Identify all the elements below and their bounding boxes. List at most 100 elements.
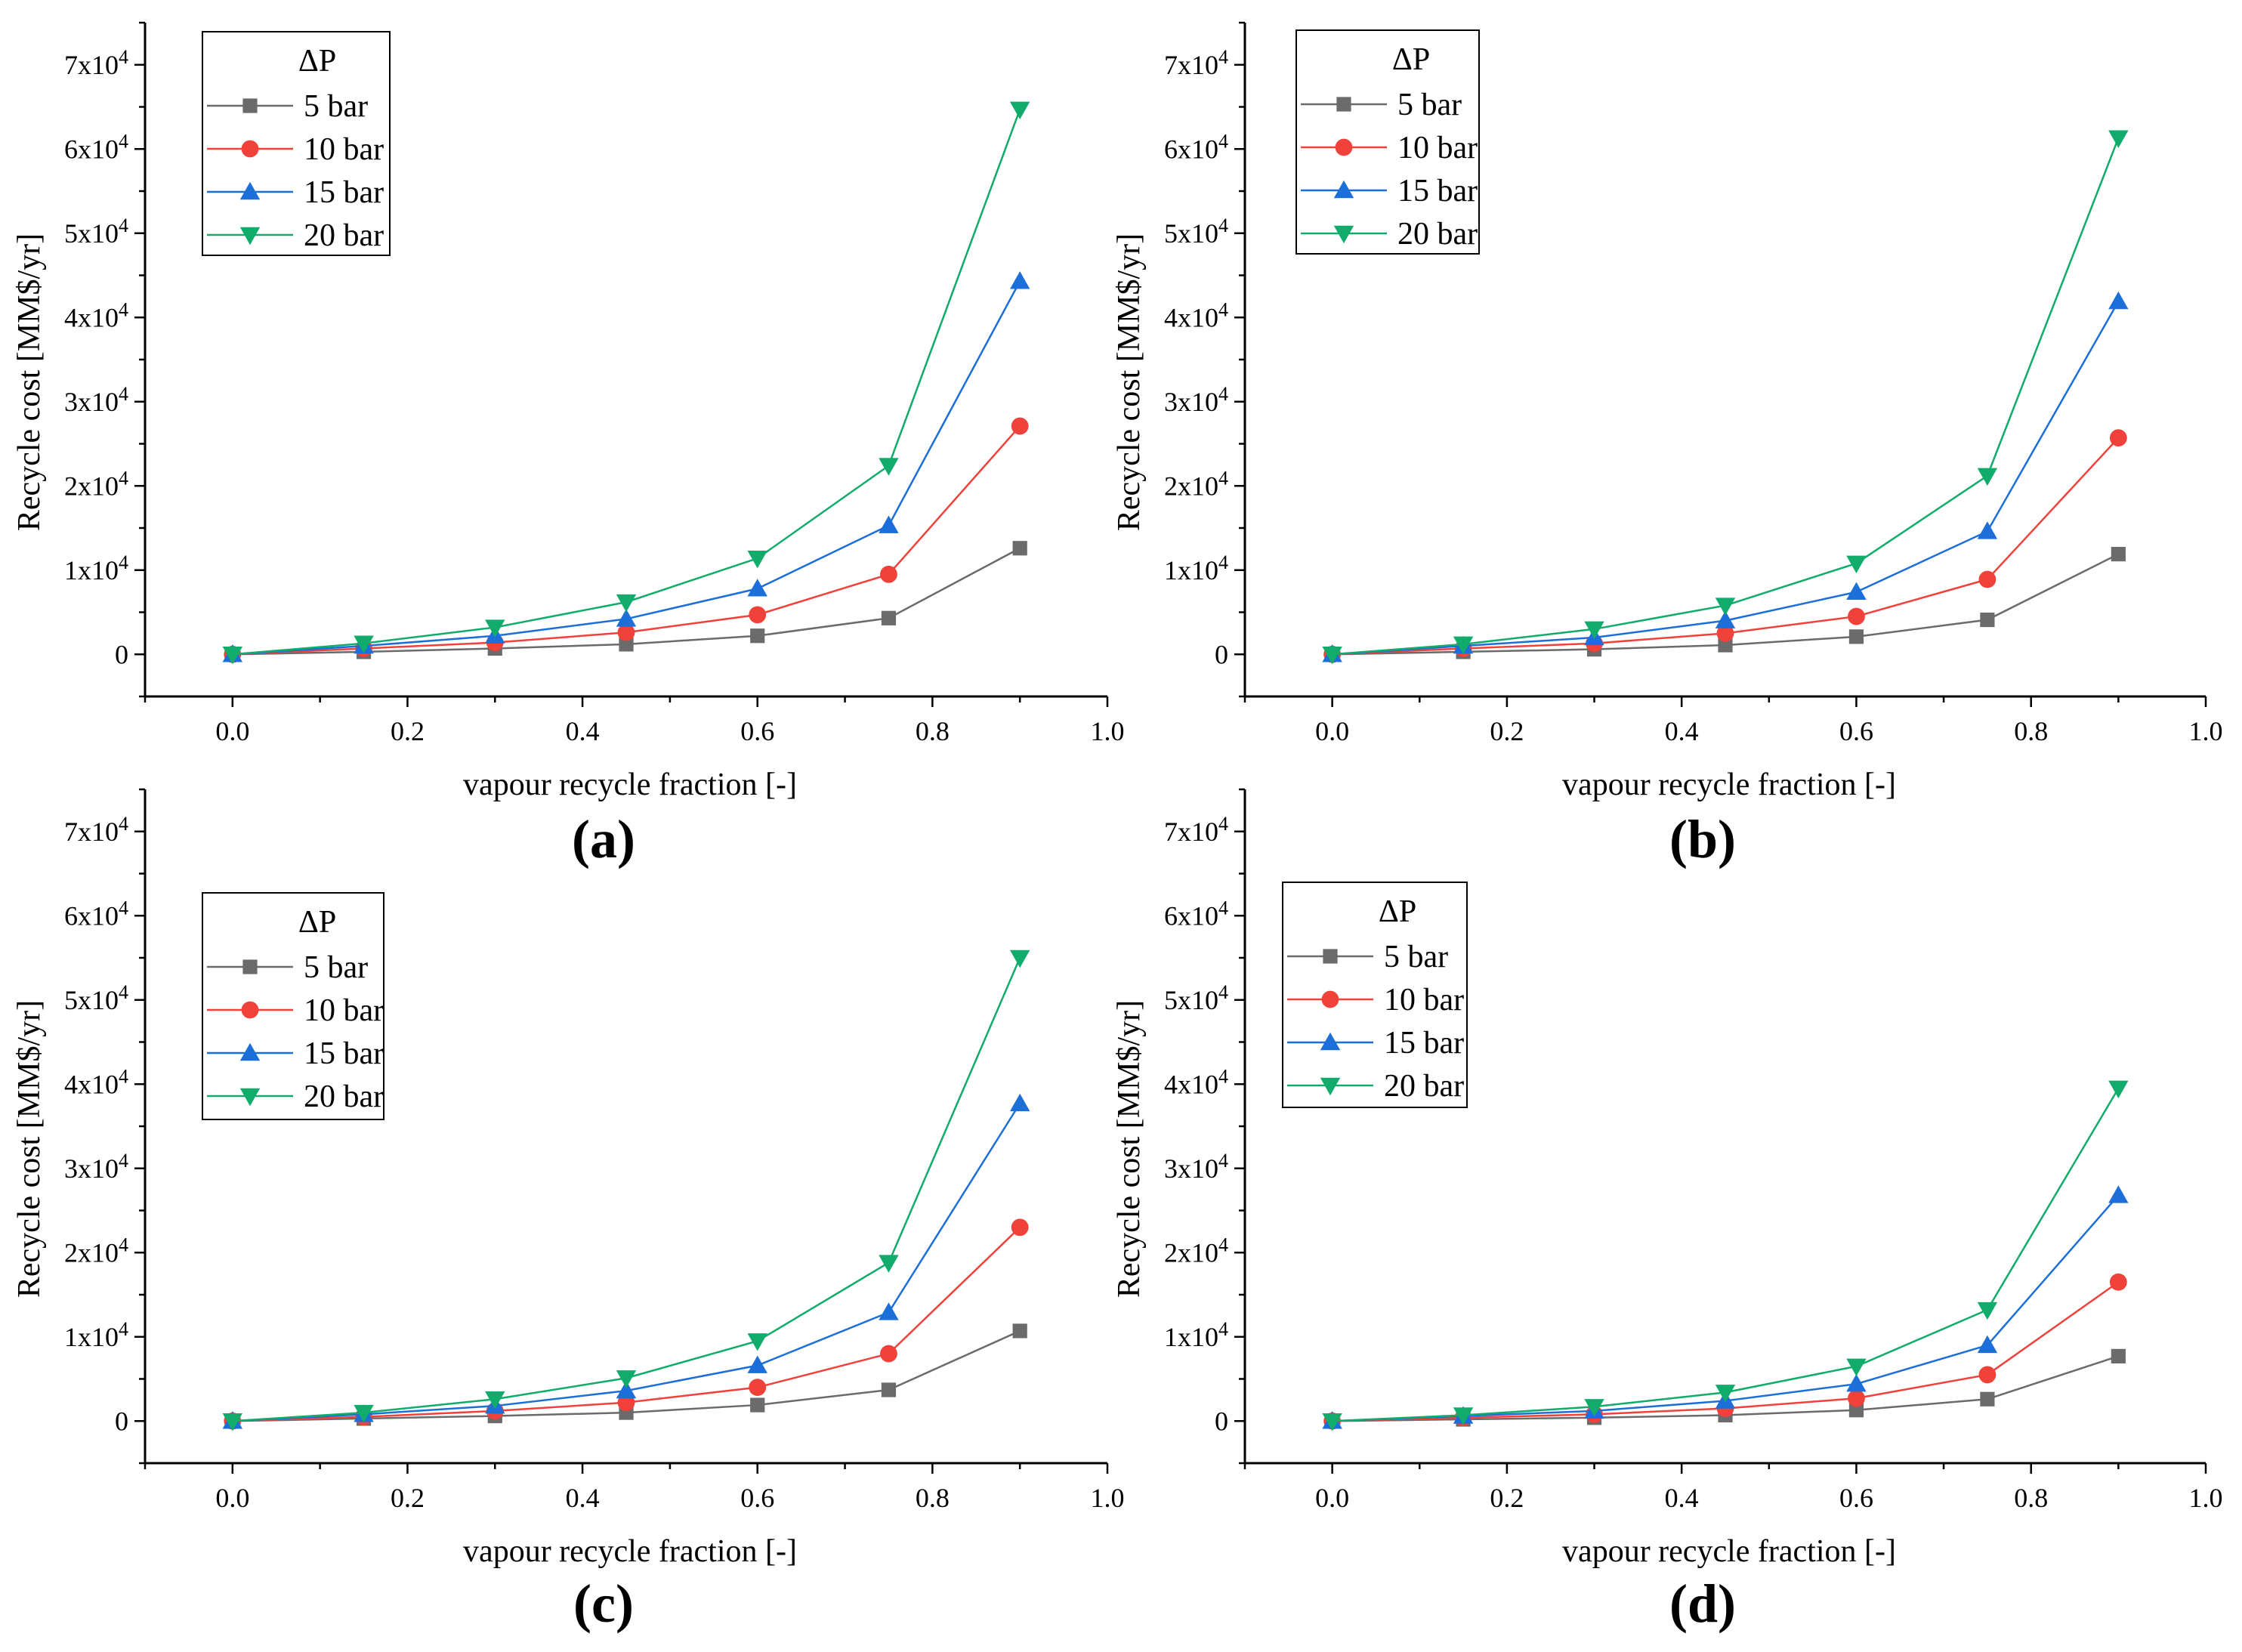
y-axis-title: Recycle cost [MM$/yr] [12, 1000, 47, 1298]
y-tick-mantissa: 4x10 [64, 302, 119, 332]
y-tick-exponent: 4 [119, 215, 128, 236]
x-tick-label: 0.6 [740, 716, 774, 746]
x-tick-label: 0.6 [1839, 716, 1873, 746]
data-point [749, 1379, 767, 1397]
x-tick-label: 0.6 [1839, 1483, 1873, 1513]
y-tick-label: 5x104 [1164, 215, 1228, 249]
panel-label: (c) [573, 1573, 634, 1634]
x-tick-label: 1.0 [1091, 716, 1125, 746]
data-point [1848, 629, 1864, 644]
y-tick-mantissa: 7x10 [1164, 50, 1218, 80]
legend-swatch-marker [1321, 990, 1339, 1008]
y-tick-exponent: 4 [1218, 897, 1228, 919]
data-point [1846, 1373, 1867, 1392]
x-tick-label: 0.2 [391, 1483, 425, 1513]
data-point [881, 610, 897, 625]
y-tick-mantissa: 6x10 [1164, 900, 1218, 931]
y-tick-mantissa: 3x10 [64, 387, 119, 417]
x-tick-label: 0.4 [1665, 1483, 1699, 1513]
y-tick-mantissa: 4x10 [1164, 302, 1218, 332]
legend-title: ΔP [298, 905, 336, 940]
data-point [747, 550, 767, 569]
y-tick-label: 0 [1215, 1406, 1228, 1436]
data-point [1011, 1218, 1029, 1237]
y-tick-label: 0 [115, 1406, 128, 1436]
y-tick-label: 7x104 [1164, 813, 1228, 847]
legend-swatch-marker [1320, 1032, 1341, 1051]
x-tick-label: 0.0 [215, 1483, 249, 1513]
y-tick-exponent: 4 [119, 813, 128, 835]
data-point [1009, 101, 1030, 120]
x-tick-label: 0.2 [1490, 1483, 1524, 1513]
legend-label: 20 bar [1397, 217, 1478, 252]
x-tick-label: 0.4 [1665, 716, 1699, 746]
legend-label: 20 bar [304, 1079, 384, 1114]
y-tick-exponent: 4 [1218, 1234, 1228, 1255]
data-point [879, 515, 899, 533]
legend-title: ΔP [1392, 42, 1430, 77]
data-point [1848, 1389, 1865, 1407]
y-tick-mantissa: 6x10 [1164, 134, 1218, 164]
y-tick-label: 5x104 [1164, 981, 1228, 1015]
y-tick-mantissa: 7x10 [64, 817, 119, 847]
y-tick-mantissa: 0 [1215, 639, 1228, 669]
y-tick-label: 7x104 [64, 46, 128, 80]
x-axis-title: vapour recycle fraction [-] [1562, 767, 1896, 802]
data-point [747, 579, 767, 597]
legend-box [1295, 29, 1480, 255]
data-point [1980, 612, 1995, 628]
y-tick-label: 4x104 [64, 1065, 128, 1099]
y-tick-label: 6x104 [64, 897, 128, 931]
y-tick-label: 1x104 [1164, 551, 1228, 585]
y-tick-exponent: 4 [119, 1065, 128, 1087]
y-tick-exponent: 4 [1218, 467, 1228, 489]
legend-label: 5 bar [1397, 88, 1462, 122]
y-tick-label: 3x104 [1164, 383, 1228, 417]
y-tick-exponent: 4 [1218, 1150, 1228, 1172]
panel-label: (b) [1669, 809, 1736, 869]
data-point [881, 1382, 897, 1397]
y-tick-exponent: 4 [1218, 1065, 1228, 1087]
legend-label: 5 bar [304, 89, 368, 124]
y-tick-label: 6x104 [64, 130, 128, 164]
y-tick-exponent: 4 [119, 46, 128, 68]
data-point [749, 606, 767, 624]
legend-title: ΔP [1379, 894, 1416, 929]
data-point [2108, 1185, 2129, 1203]
legend-label: 10 bar [1397, 131, 1478, 165]
data-point [485, 1391, 505, 1410]
y-tick-label: 0 [115, 639, 128, 669]
data-point [1977, 468, 1998, 486]
x-tick-label: 1.0 [1091, 1483, 1125, 1513]
y-tick-exponent: 4 [119, 383, 128, 405]
x-tick-label: 0.4 [566, 716, 600, 746]
data-point [1009, 271, 1030, 289]
legend-swatch-marker [1320, 1077, 1341, 1096]
data-point [1322, 647, 1342, 665]
y-tick-mantissa: 0 [115, 639, 128, 669]
data-point [1009, 1093, 1030, 1112]
y-tick-exponent: 4 [1218, 46, 1228, 68]
y-tick-mantissa: 3x10 [64, 1153, 119, 1184]
y-tick-exponent: 4 [119, 298, 128, 320]
y-tick-exponent: 4 [119, 130, 128, 152]
y-tick-mantissa: 2x10 [1164, 1237, 1218, 1268]
y-tick-label: 1x104 [64, 1318, 128, 1352]
legend-swatch-marker [1333, 225, 1354, 244]
y-tick-exponent: 4 [119, 1234, 128, 1255]
y-tick-mantissa: 1x10 [64, 555, 119, 585]
y-tick-exponent: 4 [1218, 981, 1228, 1003]
y-tick-mantissa: 4x10 [1164, 1069, 1218, 1099]
y-tick-label: 2x104 [64, 467, 128, 501]
legend-title: ΔP [298, 44, 336, 79]
y-tick-mantissa: 5x10 [64, 218, 119, 249]
y-tick-label: 4x104 [64, 298, 128, 332]
y-tick-label: 5x104 [64, 981, 128, 1015]
x-tick-label: 1.0 [2189, 716, 2223, 746]
legend-swatch-marker [1333, 180, 1354, 199]
data-point [1978, 1366, 1996, 1384]
y-tick-mantissa: 5x10 [64, 985, 119, 1015]
legend-label: 5 bar [1384, 940, 1448, 974]
